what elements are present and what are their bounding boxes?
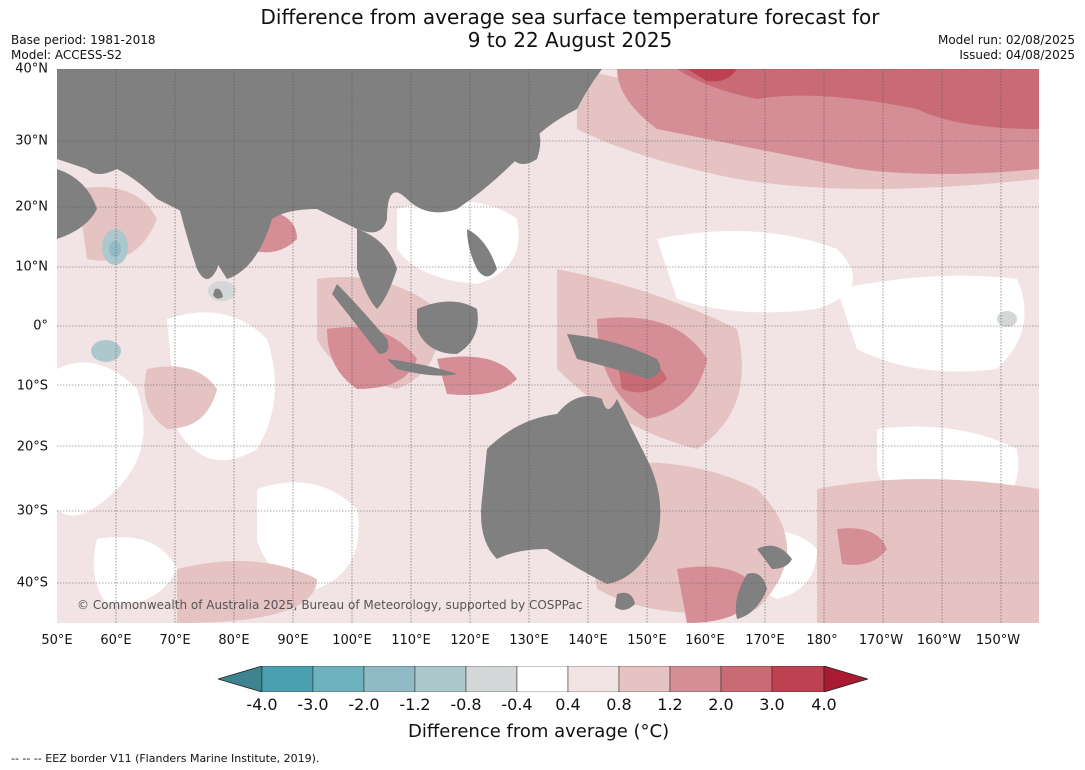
colorbar-segment: [363, 666, 416, 692]
colorbar-segment: [720, 666, 773, 692]
land-philippines: [467, 229, 497, 277]
colorbar-tick: -3.0: [297, 695, 329, 714]
lon-label: 160°E: [685, 633, 725, 648]
land-sri-lanka: [213, 288, 223, 299]
map-svg: [57, 68, 1039, 623]
colorbar-tick: 1.2: [657, 695, 683, 714]
colorbar-tick: 2.0: [708, 695, 734, 714]
colorbar-tick: -4.0: [246, 695, 278, 714]
colorbar-tick: 4.0: [811, 695, 837, 714]
colorbar-high-arrow: [823, 666, 868, 692]
land-sumatra: [332, 284, 389, 354]
land-new-guinea: [567, 334, 661, 379]
colorbar-segment: [669, 666, 722, 692]
lon-label: 180°: [806, 633, 838, 648]
land-new-zealand: [735, 545, 792, 619]
eez-footnote: -- -- -- EEZ border V11 (Flanders Marine…: [11, 752, 320, 765]
lon-label: 170°E: [745, 633, 785, 648]
land-asia: [57, 69, 602, 279]
anomaly-3p0-4p0: [687, 69, 737, 82]
lat-label: 40°N: [15, 61, 48, 77]
colorbar-tick: -2.0: [348, 695, 380, 714]
land-japan: [512, 119, 541, 164]
lon-label: 60°E: [100, 633, 132, 648]
lon-label: 100°E: [332, 633, 372, 648]
meta-right: Model run: 02/08/2025 Issued: 04/08/2025: [938, 33, 1075, 63]
colorbar-segment: [618, 666, 671, 692]
land-arabia: [57, 169, 97, 239]
colorbar-tick: 3.0: [759, 695, 785, 714]
land-tasmania: [615, 592, 635, 610]
lat-label: 10°S: [16, 378, 48, 394]
lat-label: 30°S: [16, 503, 48, 519]
sst-anomaly-map: [57, 68, 1039, 623]
colorbar-segment: [516, 666, 569, 692]
lon-label: 160°W: [916, 633, 962, 648]
title-line-1: Difference from average sea surface temp…: [260, 5, 880, 29]
lon-label: 110°E: [391, 633, 431, 648]
issued-date: Issued: 04/08/2025: [959, 48, 1075, 62]
colorbar-segment: [567, 666, 620, 692]
colorbar-segment: [771, 666, 825, 692]
model-run: Model run: 02/08/2025: [937, 33, 1075, 47]
lat-label: 10°N: [15, 259, 48, 275]
colorbar-low-arrow: [218, 666, 263, 692]
colorbar-tick: 0.4: [555, 695, 581, 714]
lon-label: 80°E: [218, 633, 250, 648]
title-line-2: 9 to 22 August 2025: [467, 28, 673, 52]
land-australia: [481, 396, 661, 584]
colorbar-tick: -0.4: [501, 695, 533, 714]
lat-label: 40°S: [16, 575, 48, 591]
lon-label: 150°E: [627, 633, 667, 648]
colorbar-segment: [414, 666, 467, 692]
lon-label: 150°W: [975, 633, 1021, 648]
cool-patches: [91, 229, 1017, 362]
lon-label: 90°E: [277, 633, 309, 648]
colorbar-tick: 0.8: [606, 695, 632, 714]
lon-label: 140°E: [568, 633, 608, 648]
colorbar-segment: [312, 666, 365, 692]
meta-left: Base period: 1981-2018 Model: ACCESS-S2: [11, 33, 156, 63]
lon-label: 70°E: [159, 633, 191, 648]
model-name: Model: ACCESS-S2: [11, 48, 123, 62]
base-period: Base period: 1981-2018: [11, 33, 156, 47]
lon-label: 170°W: [858, 633, 904, 648]
colorbar: [218, 666, 868, 692]
lon-label: 120°E: [450, 633, 490, 648]
colorbar-segment: [465, 666, 518, 692]
colorbar-tick: -1.2: [399, 695, 431, 714]
lat-label: 20°N: [15, 199, 48, 215]
graticule: [57, 68, 1039, 623]
copyright-notice: © Commonwealth of Australia 2025, Bureau…: [77, 598, 583, 612]
map-title: Difference from average sea surface temp…: [0, 6, 1085, 52]
colorbar-tick: -0.8: [450, 695, 482, 714]
land-java: [387, 359, 457, 376]
land-india: [177, 184, 227, 279]
land-masses: [57, 69, 792, 619]
lat-label: 0°: [33, 318, 48, 334]
colorbar-segment: [261, 666, 314, 692]
land-borneo: [417, 301, 478, 354]
land-indochina: [357, 229, 397, 309]
lon-label: 50°E: [41, 633, 73, 648]
lat-label: 30°N: [15, 133, 48, 149]
colorbar-label: Difference from average (°C): [408, 721, 670, 742]
lat-label: 20°S: [16, 439, 48, 455]
lon-label: 130°E: [509, 633, 549, 648]
